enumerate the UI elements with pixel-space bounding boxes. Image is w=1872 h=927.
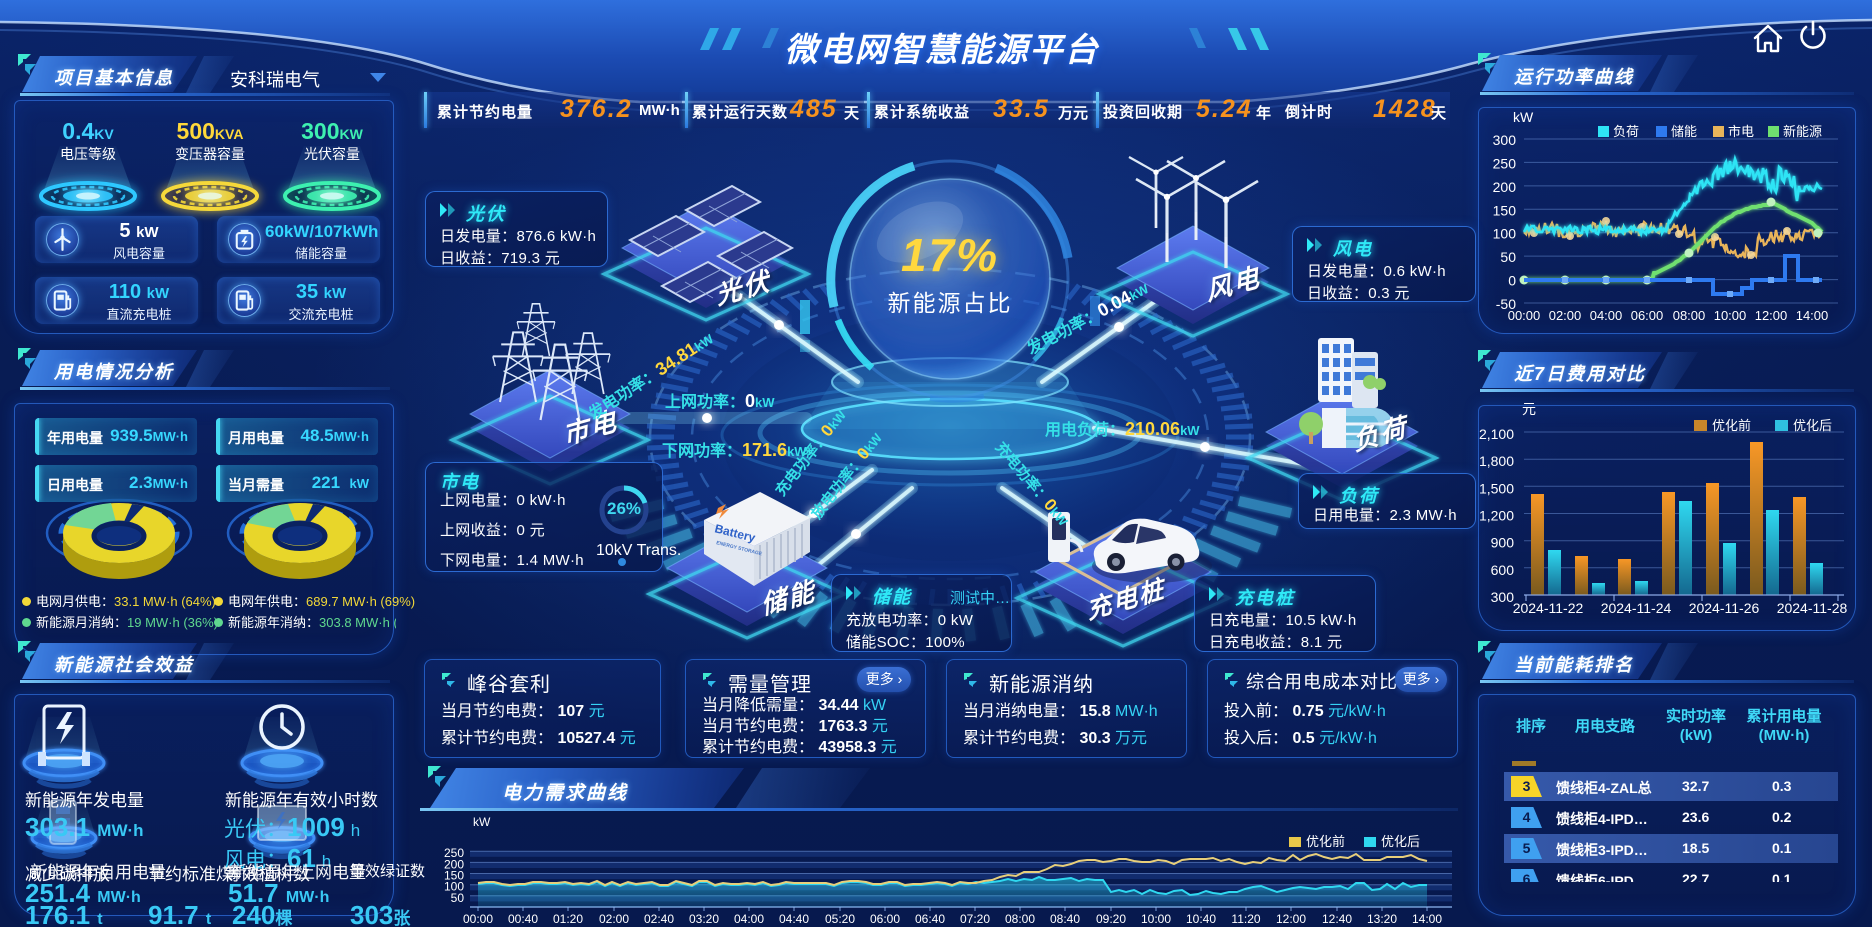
svg-text:09:20: 09:20	[1096, 912, 1126, 926]
svg-text:00:40: 00:40	[508, 912, 538, 926]
svg-text:08:00: 08:00	[1005, 912, 1035, 926]
svg-text:11:20: 11:20	[1231, 912, 1260, 926]
svg-text:01:20: 01:20	[553, 912, 583, 926]
svg-text:10:00: 10:00	[1141, 912, 1171, 926]
svg-text:04:00: 04:00	[734, 912, 764, 926]
svg-text:14:00: 14:00	[1412, 912, 1442, 926]
svg-text:13:20: 13:20	[1367, 912, 1397, 926]
svg-text:50: 50	[451, 891, 465, 905]
svg-text:优化后: 优化后	[1381, 834, 1420, 849]
svg-text:03:20: 03:20	[689, 912, 719, 926]
svg-text:04:40: 04:40	[779, 912, 809, 926]
svg-text:02:00: 02:00	[599, 912, 629, 926]
svg-text:07:20: 07:20	[960, 912, 990, 926]
svg-text:kW: kW	[473, 815, 491, 829]
svg-text:优化前: 优化前	[1306, 834, 1345, 849]
svg-text:Battery: Battery	[713, 521, 757, 545]
svg-text:08:40: 08:40	[1050, 912, 1080, 926]
svg-text:06:40: 06:40	[915, 912, 945, 926]
svg-text:10:40: 10:40	[1186, 912, 1216, 926]
svg-text:150: 150	[444, 869, 464, 883]
svg-text:200: 200	[444, 857, 464, 871]
svg-text:12:00: 12:00	[1276, 912, 1306, 926]
svg-text:100: 100	[444, 880, 464, 894]
svg-text:02:40: 02:40	[644, 912, 674, 926]
svg-text:05:20: 05:20	[825, 912, 855, 926]
svg-text:12:40: 12:40	[1322, 912, 1352, 926]
svg-text:06:00: 06:00	[870, 912, 900, 926]
svg-text:250: 250	[444, 846, 464, 860]
svg-text:00:00: 00:00	[463, 912, 493, 926]
svg-text:ENERGY STORAGE: ENERGY STORAGE	[716, 540, 764, 557]
